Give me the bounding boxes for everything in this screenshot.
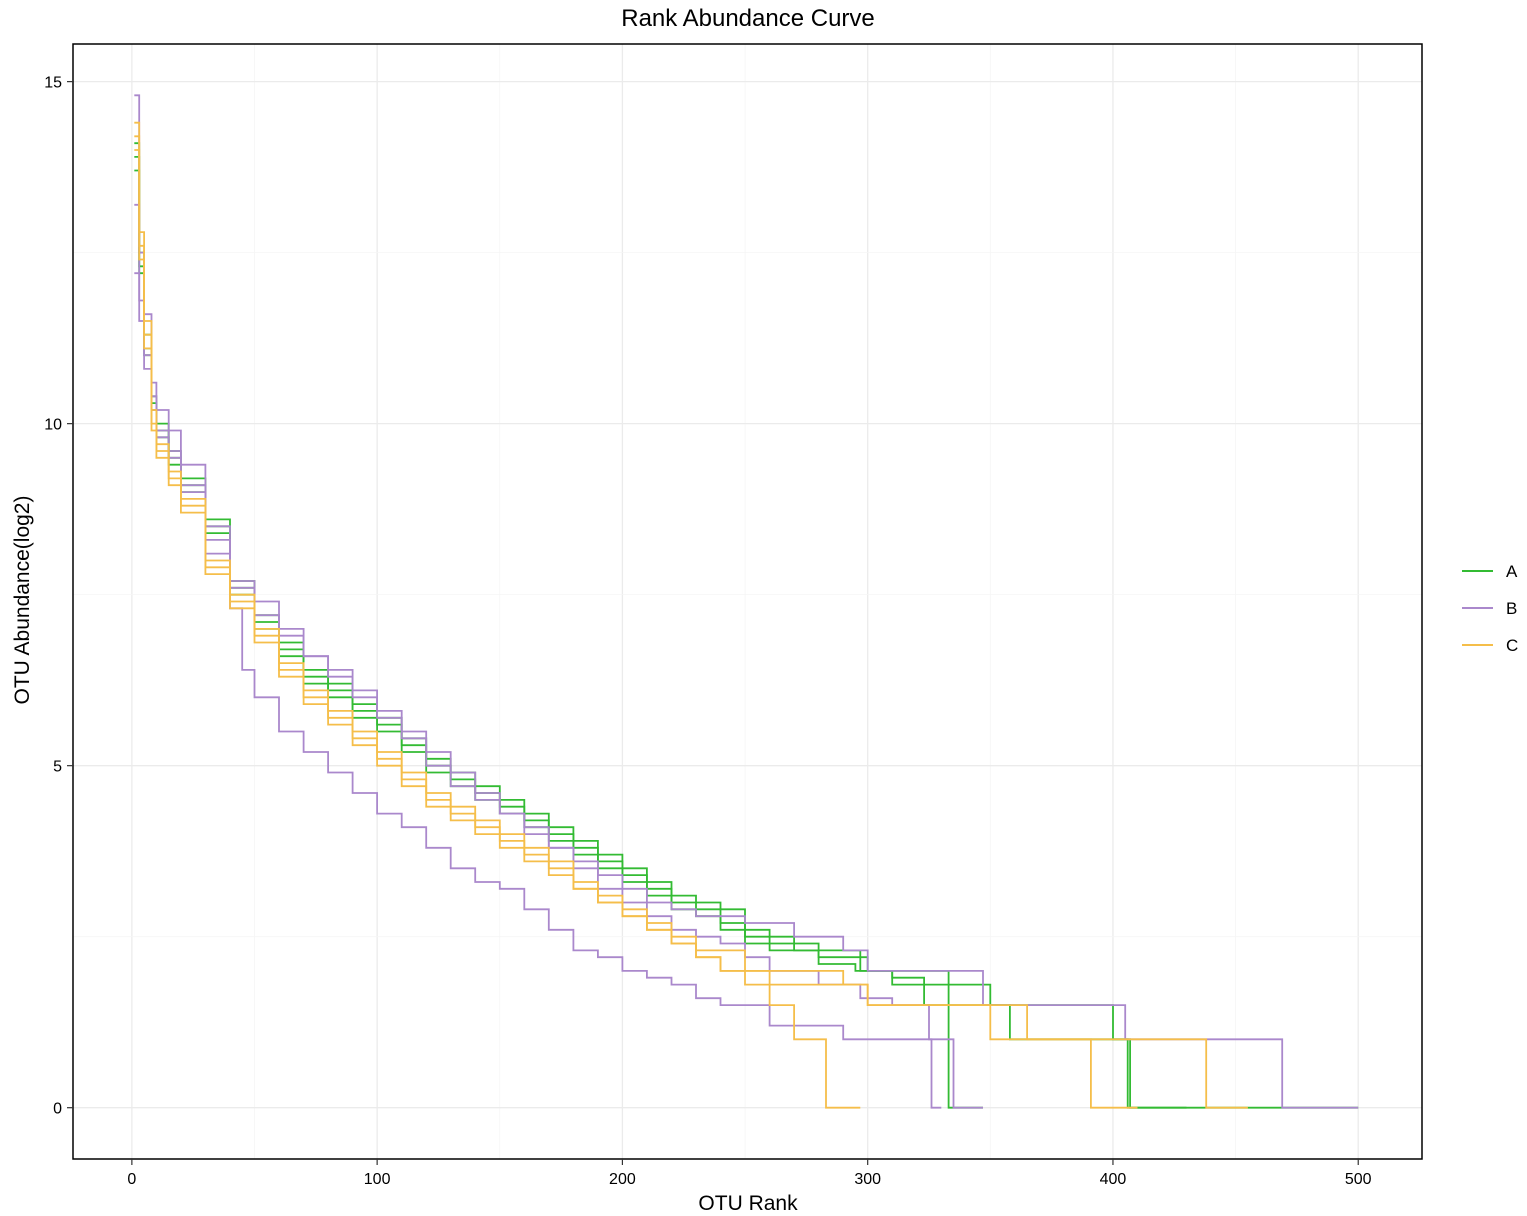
chart-title: Rank Abundance Curve <box>621 5 875 32</box>
series-line-C <box>134 149 1248 1109</box>
series-line-B <box>134 94 983 1109</box>
y-axis-label: OTU Abundance(log2) <box>11 496 34 705</box>
x-tick-label: 300 <box>854 1171 881 1188</box>
series-line-C <box>134 121 861 1109</box>
plot-border <box>72 43 1423 1160</box>
series-layer <box>134 94 1359 1109</box>
legend-label-A: A <box>1506 562 1518 581</box>
y-tick-label: 10 <box>44 417 62 434</box>
legend: ABC <box>1462 562 1518 655</box>
x-tick-label: 500 <box>1345 1171 1372 1188</box>
series-line-C <box>134 135 1138 1109</box>
y-axis: 0 5 10 15 <box>44 75 73 1118</box>
series-line-A <box>134 142 983 1109</box>
y-tick-label: 15 <box>44 75 62 92</box>
x-tick-label: 200 <box>609 1171 636 1188</box>
x-axis: 0 100 200 300 400 500 <box>127 1159 1372 1188</box>
legend-label-C: C <box>1506 636 1518 655</box>
x-tick-label: 0 <box>127 1171 136 1188</box>
series-line-A <box>134 169 1187 1109</box>
y-tick-label: 5 <box>53 759 62 776</box>
series-line-A <box>134 156 1359 1109</box>
x-tick-label: 100 <box>364 1171 391 1188</box>
legend-label-B: B <box>1506 599 1517 618</box>
x-tick-label: 400 <box>1100 1171 1127 1188</box>
x-axis-label: OTU Rank <box>698 1192 798 1215</box>
series-line-B <box>134 272 1359 1109</box>
y-tick-label: 0 <box>53 1101 62 1118</box>
series-line-B <box>134 203 942 1109</box>
